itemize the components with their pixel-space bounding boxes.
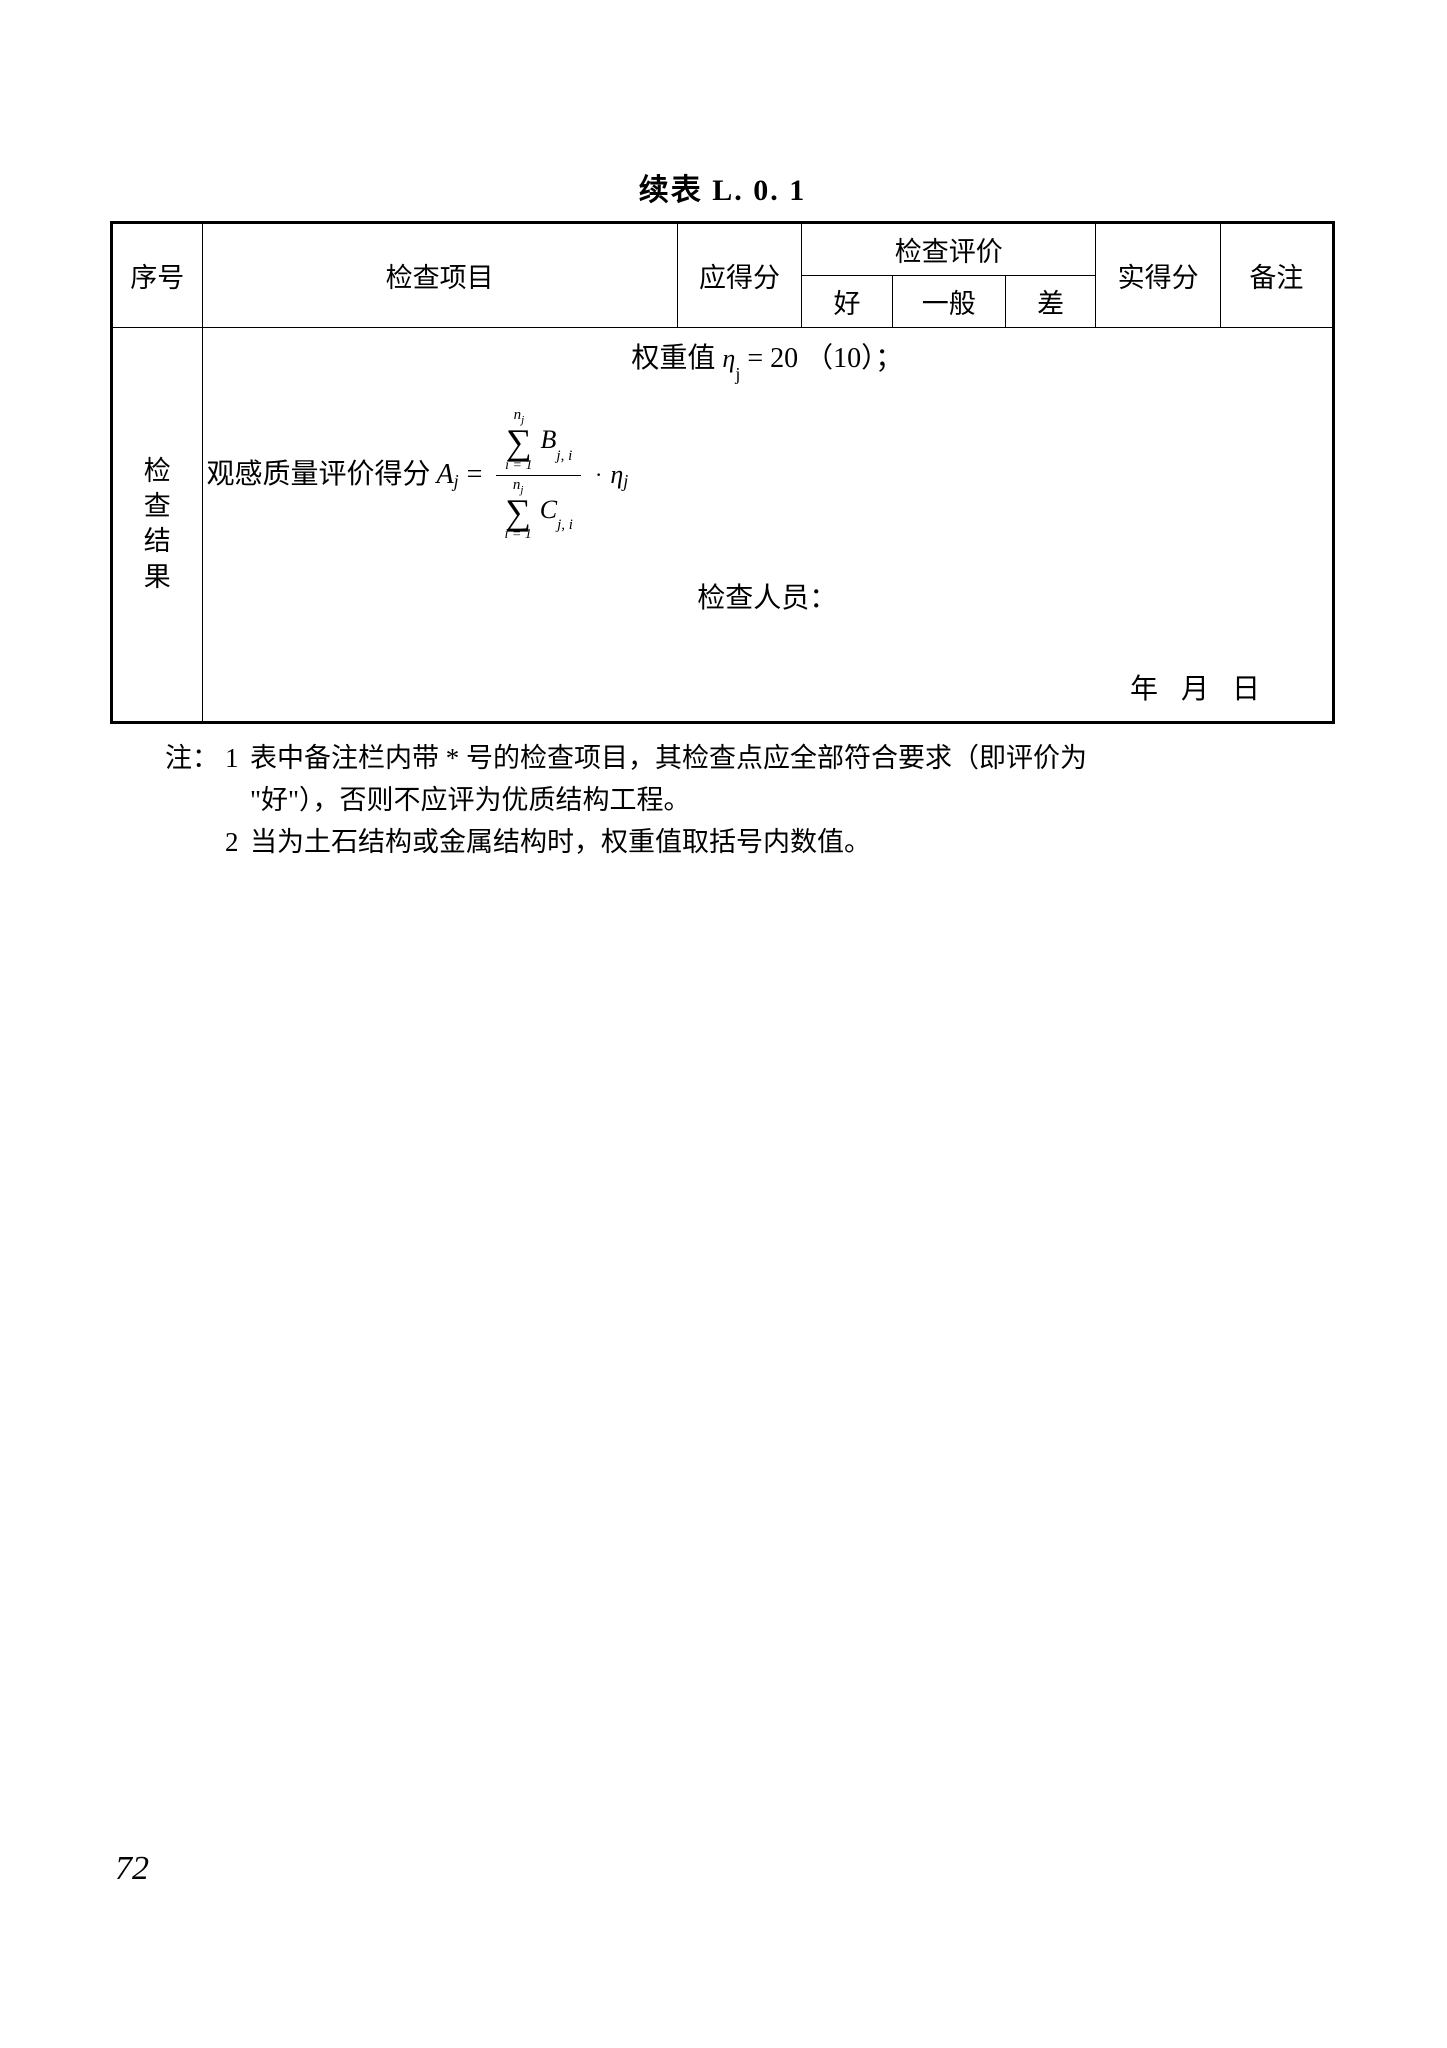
fraction-numerator: nj ∑ i = 1 Bj, i	[497, 406, 580, 474]
main-table: 序号 检查项目 应得分 检查评价 实得分 备注 好 一般 差 检查结果 权重值 …	[110, 221, 1335, 724]
header-due-score: 应得分	[677, 223, 801, 328]
formula-prefix: 观感质量评价得分	[207, 450, 431, 500]
note-1-row1: 注： 1 表中备注栏内带 * 号的检查项目，其检查点应全部符合要求（即评价为	[165, 738, 1335, 780]
header-bad: 差	[1005, 276, 1096, 328]
note-2-row: 2 当为土石结构或金属结构时，权重值取括号内数值。	[165, 822, 1335, 864]
formula-eq: =	[467, 450, 483, 500]
page-content: 续表 L. 0. 1 序号 检查项目 应得分 检查评价 实得分 备注 好 一般 …	[110, 165, 1335, 863]
note-label: 注：	[165, 738, 225, 780]
header-eval-group: 检查评价	[802, 223, 1096, 276]
header-note: 备注	[1220, 223, 1333, 328]
header-seq: 序号	[112, 223, 203, 328]
sigma-symbol-bot: ∑	[505, 496, 531, 528]
note-1-num: 1	[225, 738, 250, 780]
sigma-symbol-top: ∑	[506, 426, 532, 458]
weight-eta-sub: j	[735, 364, 740, 384]
sigma-bot: nj ∑ i = 1	[504, 478, 531, 542]
header-normal: 一般	[892, 276, 1005, 328]
weight-eta: η	[722, 344, 735, 373]
page-number: 72	[115, 1850, 149, 1888]
fraction: nj ∑ i = 1 Bj, i	[496, 406, 581, 544]
B-var: Bj, i	[537, 415, 573, 465]
header-row-1: 序号 检查项目 应得分 检查评价 实得分 备注	[112, 223, 1334, 276]
header-actual-score: 实得分	[1096, 223, 1220, 328]
dot-op: ·	[595, 455, 602, 495]
formula-line: 观感质量评价得分 Aj = nj ∑ i = 1	[207, 406, 1328, 544]
eta-var: η	[610, 452, 623, 499]
note-1-text2: "好"），否则不应评为优质结构工程。	[250, 785, 691, 815]
sigma-bot-sub: i = 1	[504, 528, 531, 542]
weight-prefix: 权重值	[631, 343, 722, 374]
weight-line: 权重值 ηj = 20 （10）；	[207, 334, 1328, 384]
result-content: 权重值 ηj = 20 （10）； 观感质量评价得分 Aj = nj ∑	[202, 328, 1333, 723]
header-item: 检查项目	[202, 223, 677, 328]
formula-A: A	[437, 450, 454, 500]
C-var: Cj, i	[536, 485, 573, 535]
inspector-line: 检查人员：	[207, 574, 1328, 624]
weight-eq: = 20 （10）；	[740, 343, 903, 374]
table-title: 续表 L. 0. 1	[110, 165, 1335, 209]
sigma-top: nj ∑ i = 1	[505, 408, 532, 472]
note-2-num: 2	[225, 822, 250, 864]
note-1-row2: "好"），否则不应评为优质结构工程。	[250, 780, 1335, 822]
formula-A-sub: j	[454, 465, 459, 497]
eta-sub: j	[623, 465, 628, 497]
result-row: 检查结果 权重值 ηj = 20 （10）； 观感质量评价得分 Aj = nj	[112, 328, 1334, 723]
result-label: 检查结果	[112, 328, 203, 723]
sigma-top-sub: i = 1	[505, 459, 532, 473]
formula-math: Aj = nj ∑ i = 1 Bj, i	[437, 406, 629, 544]
note-1-text1: 表中备注栏内带 * 号的检查项目，其检查点应全部符合要求（即评价为	[250, 738, 1335, 780]
fraction-denominator: nj ∑ i = 1 Cj, i	[496, 476, 581, 544]
note-2-text: 当为土石结构或金属结构时，权重值取括号内数值。	[250, 822, 1335, 864]
notes-block: 注： 1 表中备注栏内带 * 号的检查项目，其检查点应全部符合要求（即评价为 "…	[165, 738, 1335, 864]
date-line: 年 月 日	[207, 665, 1328, 715]
header-good: 好	[802, 276, 893, 328]
